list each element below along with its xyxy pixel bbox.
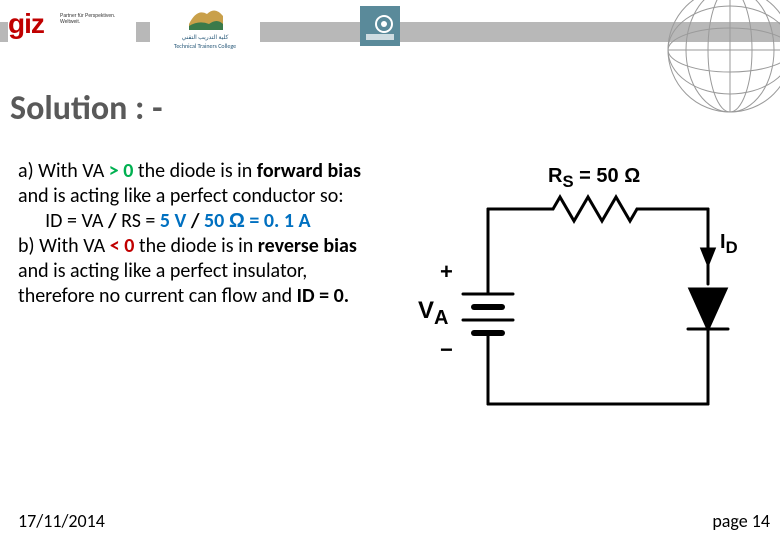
rs-sub: S — [562, 172, 573, 191]
plus-sign: + — [440, 259, 453, 285]
minus-sign: − — [440, 337, 453, 363]
globe-icon — [660, 0, 780, 120]
footer: 17/11/2014 page 14 — [18, 510, 770, 532]
giz-logo-subtitle: Partner für Perspektiven. Weltweit. — [60, 14, 136, 25]
va-sub: A — [434, 307, 448, 329]
id-label: ID — [720, 231, 738, 258]
rs-omega: Ω — [624, 165, 640, 187]
giz-logo-text: giz — [8, 8, 44, 39]
va-v: V — [418, 297, 434, 324]
giz-logo: giz Partner für Perspektiven. Weltweit. — [8, 8, 136, 50]
text-gt: > 0 — [109, 159, 134, 183]
text-reverse: reverse bias — [258, 234, 357, 258]
solution-text: a) With VA > 0 the diode is in forward b… — [18, 159, 378, 439]
ttc-logo: كلية التدريب التقني Technical Trainers C… — [150, 4, 260, 54]
ttc-logo-text-en: Technical Trainers College — [150, 43, 260, 50]
text-id-prefix: ID = VA — [18, 209, 108, 233]
footer-page: page 14 — [712, 510, 770, 532]
text-forward: forward bias — [257, 159, 361, 183]
text-5v: 5 V — [160, 209, 186, 233]
text-lt: < 0 — [110, 234, 135, 258]
text-a-mid2: and is acting like a perfect conductor s… — [18, 184, 344, 208]
text-a-prefix: a) With VA — [18, 159, 109, 183]
circuit-diagram: RS = 50 Ω ID + VA − — [378, 159, 770, 439]
text-50: 50 — [204, 209, 229, 233]
text-b-mid1: the diode is in — [134, 234, 257, 258]
text-b-prefix: b) With VA — [18, 234, 110, 258]
text-slash1: / — [108, 209, 117, 233]
id-sub: D — [726, 238, 738, 257]
text-a-mid1: the diode is in — [133, 159, 256, 183]
rs-eq: = 50 — [574, 165, 625, 187]
text-b-mid2: and is acting like a perfect insulator, … — [18, 259, 307, 308]
header: giz Partner für Perspektiven. Weltweit. … — [0, 0, 780, 60]
rs-label: RS = 50 Ω — [548, 165, 640, 192]
ttc-logo-icon — [185, 4, 225, 32]
text-omega: Ω — [229, 210, 245, 232]
text-eq-end: = 0. 1 A — [245, 209, 311, 233]
text-id-zero: ID = 0. — [297, 284, 349, 308]
va-label: VA — [418, 297, 448, 330]
ttc-logo-text-ar: كلية التدريب التقني — [150, 34, 260, 41]
mid-logo — [360, 6, 400, 46]
text-slash2: / — [186, 209, 204, 233]
content: a) With VA > 0 the diode is in forward b… — [0, 129, 780, 439]
text-id-mid: RS = — [117, 209, 160, 233]
footer-date: 17/11/2014 — [18, 510, 105, 532]
rs-r: R — [548, 165, 562, 187]
